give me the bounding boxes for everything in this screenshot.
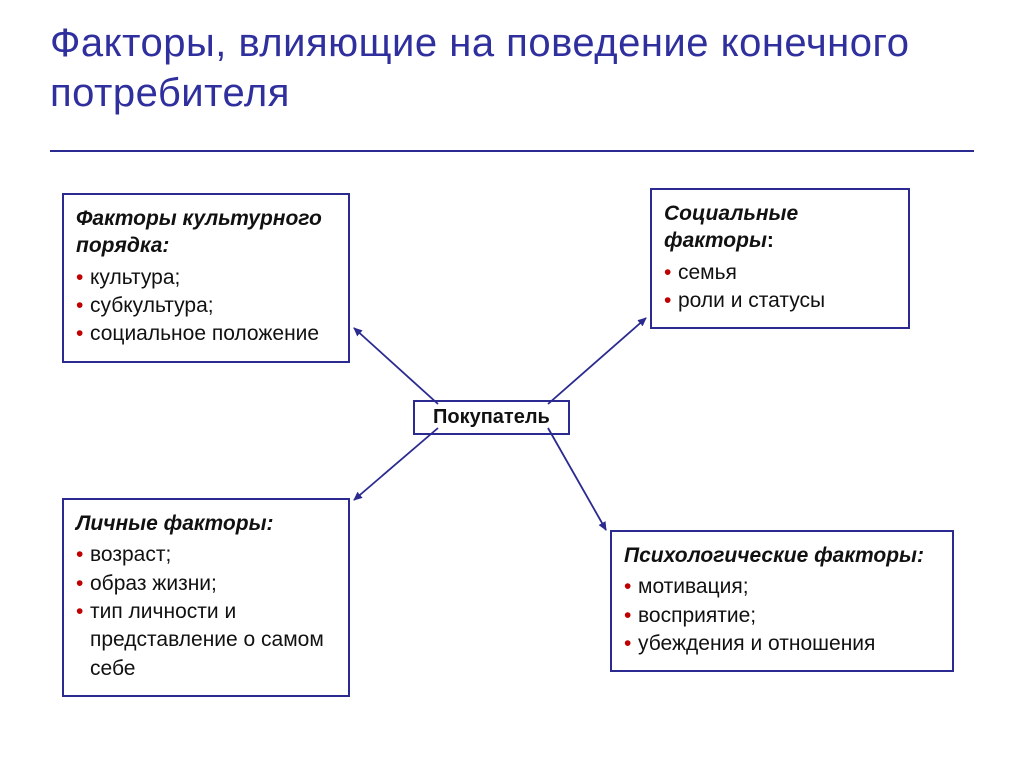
- box-cultural-title: Факторы культурного порядка:: [76, 205, 336, 260]
- arrow: [548, 318, 646, 404]
- box-psychological-items: мотивация; восприятие; убеждения и отнош…: [624, 573, 940, 658]
- list-item: возраст;: [76, 541, 336, 569]
- box-social-title: Социальные факторы:: [664, 200, 896, 255]
- box-cultural-factors: Факторы культурного порядка: культура; с…: [62, 193, 350, 363]
- list-item: культура;: [76, 264, 336, 292]
- box-social-factors: Социальные факторы: семья роли и статусы: [650, 188, 910, 329]
- box-personal-items: возраст; образ жизни; тип личности и пре…: [76, 541, 336, 683]
- center-node-buyer: Покупатель: [413, 400, 570, 435]
- list-item: социальное положение: [76, 320, 336, 348]
- box-psychological-title: Психологические факторы:: [624, 542, 940, 569]
- list-item: убеждения и отношения: [624, 630, 940, 658]
- list-item: роли и статусы: [664, 287, 896, 315]
- list-item: мотивация;: [624, 573, 940, 601]
- title-divider: [50, 150, 974, 152]
- box-personal-title: Личные факторы:: [76, 510, 336, 537]
- box-social-items: семья роли и статусы: [664, 259, 896, 316]
- box-psychological-factors: Психологические факторы: мотивация; восп…: [610, 530, 954, 672]
- arrow: [354, 328, 438, 404]
- box-personal-factors: Личные факторы: возраст; образ жизни; ти…: [62, 498, 350, 697]
- box-cultural-items: культура; субкультура; социальное положе…: [76, 264, 336, 349]
- list-item: семья: [664, 259, 896, 287]
- arrow: [354, 428, 438, 500]
- list-item: восприятие;: [624, 602, 940, 630]
- list-item: тип личности и представление о самом себ…: [76, 598, 336, 683]
- list-item: субкультура;: [76, 292, 336, 320]
- arrow: [548, 428, 606, 530]
- list-item: образ жизни;: [76, 570, 336, 598]
- slide-title: Факторы, влияющие на поведение конечного…: [50, 18, 1024, 118]
